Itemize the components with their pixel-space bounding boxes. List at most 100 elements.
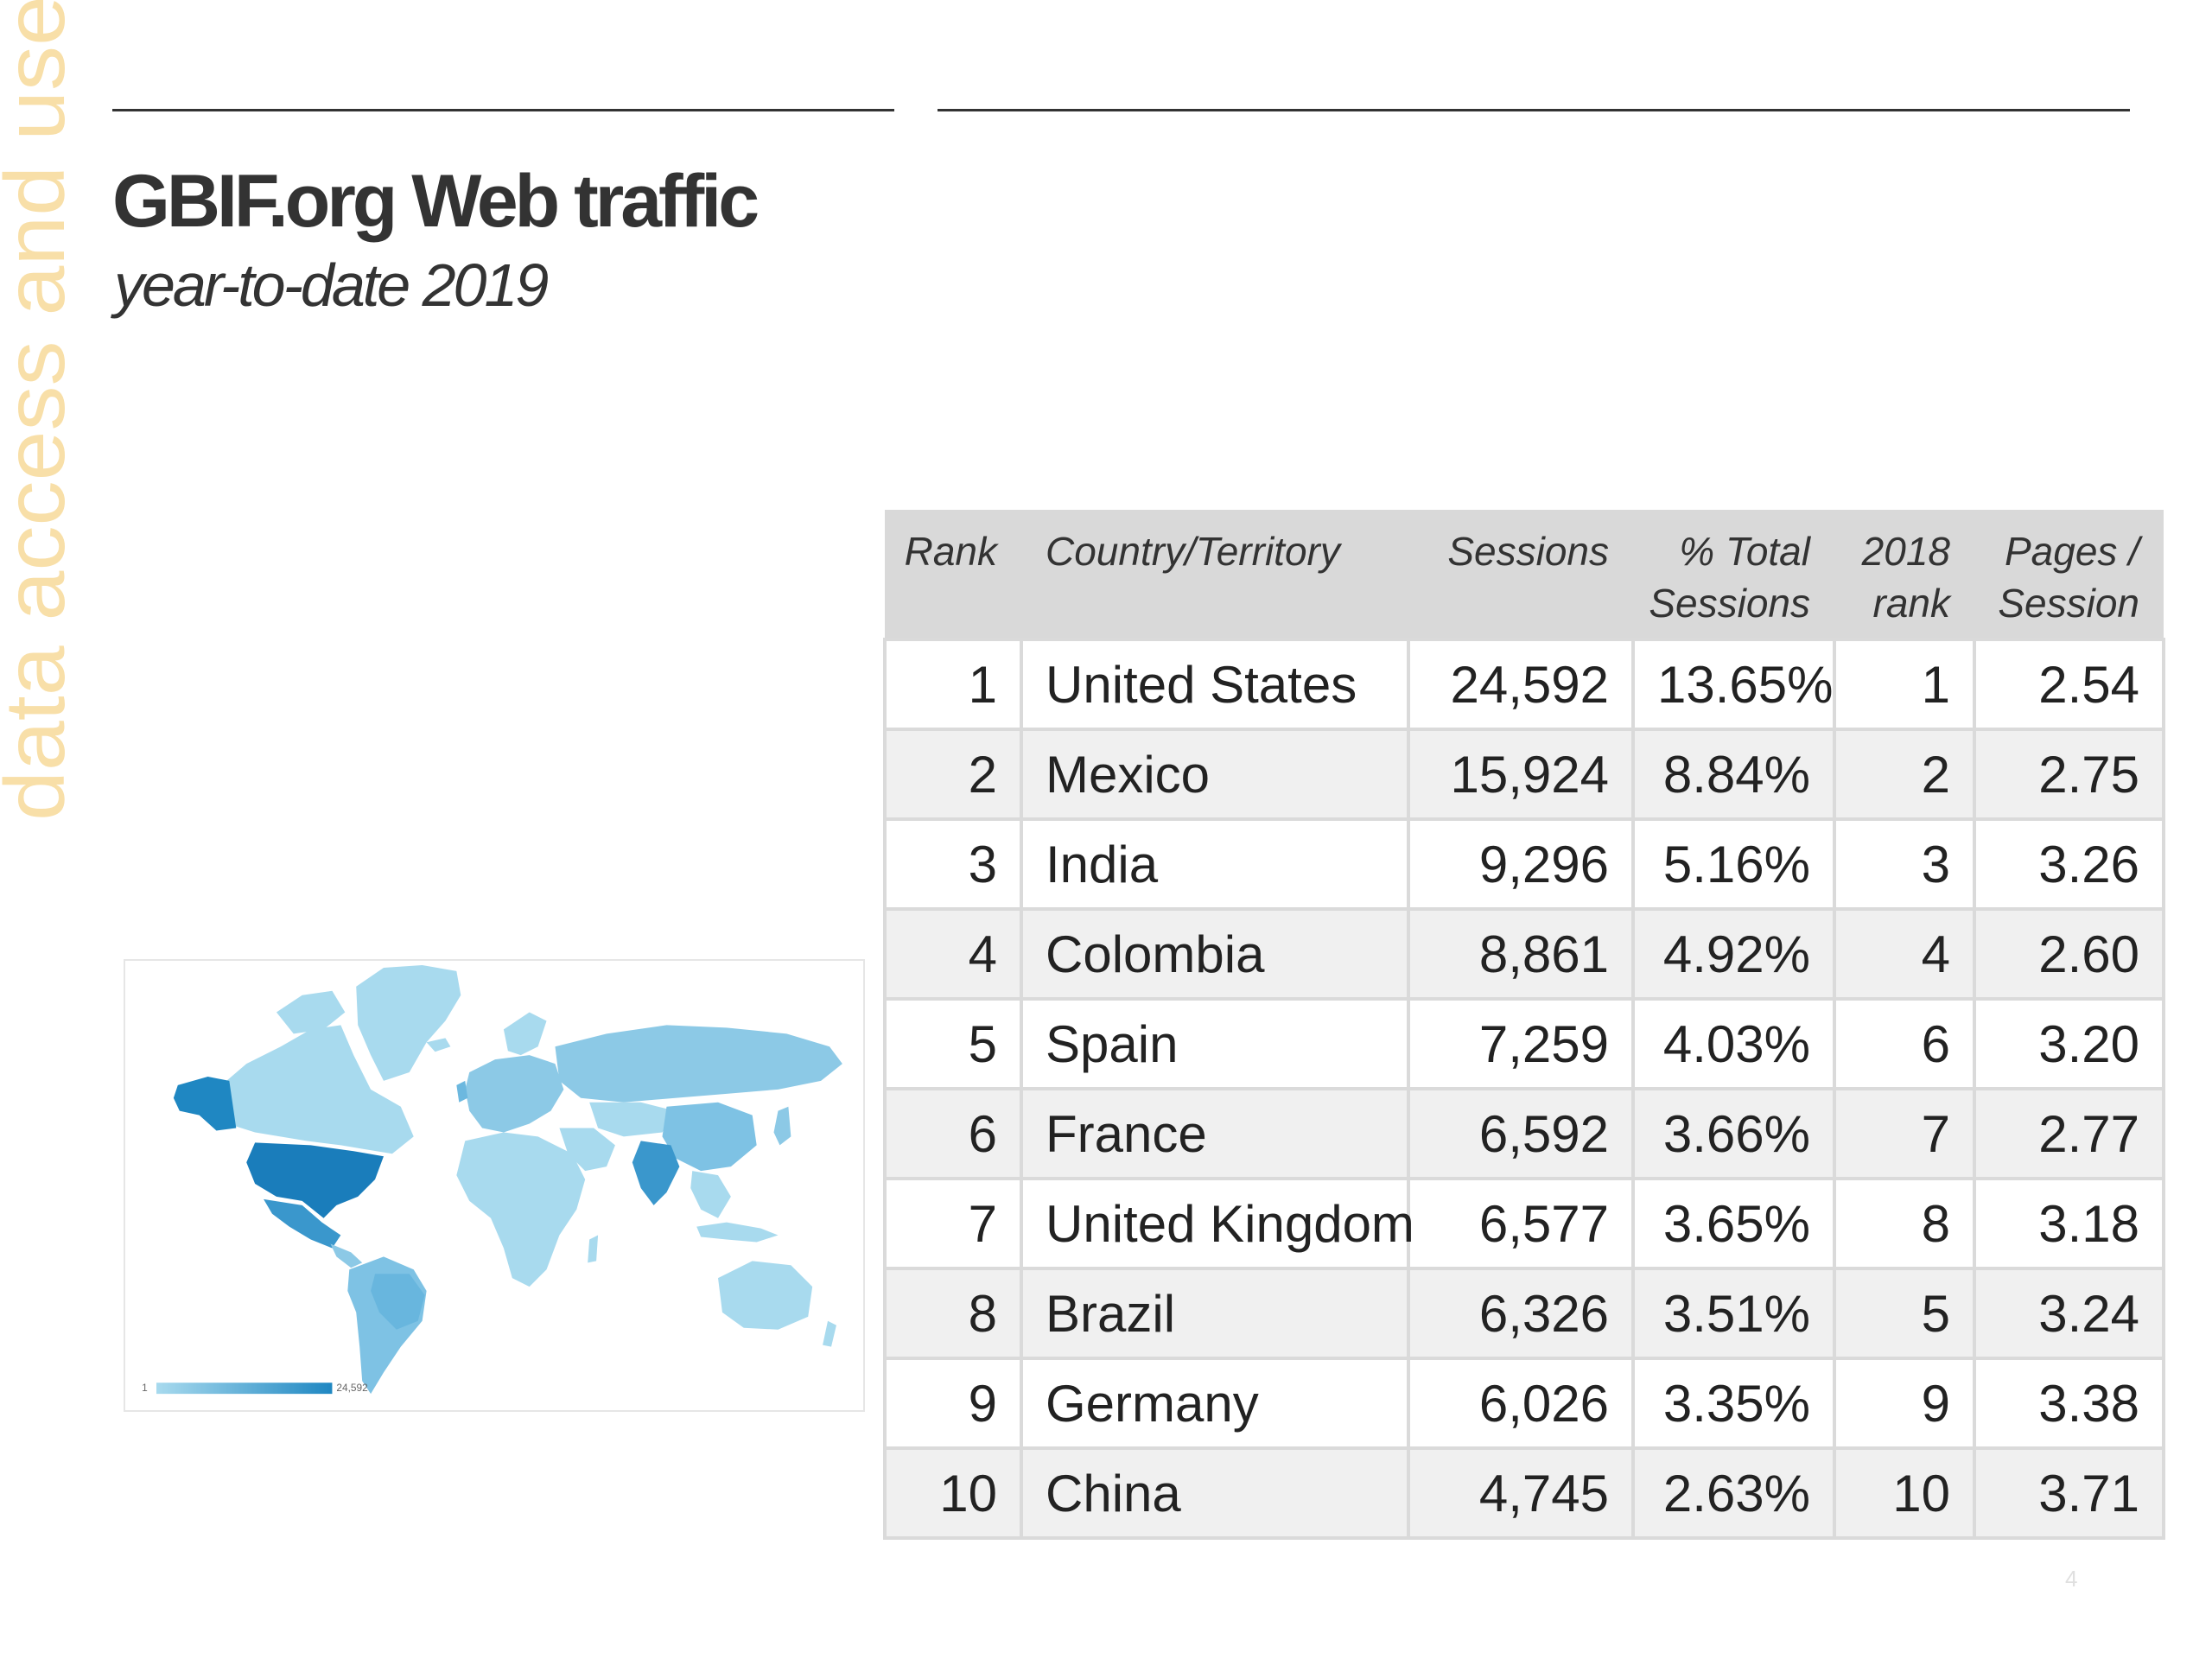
table-row: 8 Brazil 6,326 3.51% 5 3.24: [883, 1267, 2165, 1360]
cell-rank-2018: 8: [1833, 1177, 1976, 1270]
map-legend-min: 1: [142, 1382, 148, 1394]
map-region-indonesia: [696, 1222, 779, 1243]
map-region-europe: [465, 1055, 564, 1133]
cell-pages: 3.38: [1973, 1357, 2165, 1450]
cell-country: India: [1020, 817, 1410, 911]
page-title: GBIF.org Web traffic: [112, 160, 760, 243]
cell-pages: 3.18: [1973, 1177, 2165, 1270]
cell-pages: 3.71: [1973, 1446, 2165, 1540]
map-region-china: [662, 1102, 757, 1172]
page-number: 4: [2065, 1566, 2078, 1592]
cell-rank-2018: 2: [1833, 728, 1976, 821]
cell-country: United States: [1020, 638, 1410, 731]
table-row: 10 China 4,745 2.63% 10 3.71: [883, 1446, 2165, 1540]
traffic-table: Rank Country/Territory Sessions % Total S…: [883, 510, 2165, 1540]
cell-rank: 8: [883, 1267, 1023, 1360]
header-sessions: Sessions: [1408, 510, 1633, 639]
cell-country: Spain: [1020, 997, 1410, 1090]
map-region-brazil: [371, 1274, 425, 1330]
map-region-canada: [216, 1025, 414, 1154]
cell-pages: 2.75: [1973, 728, 2165, 821]
table-row: 7 United Kingdom 6,577 3.65% 8 3.18: [883, 1177, 2165, 1270]
cell-rank-2018: 3: [1833, 817, 1976, 911]
cell-rank-2018: 7: [1833, 1087, 1976, 1180]
cell-country: Mexico: [1020, 728, 1410, 821]
header-rank: Rank: [885, 510, 1021, 639]
header-rank-2018: 2018 rank: [1834, 510, 1974, 639]
cell-sessions: 4,745: [1407, 1446, 1635, 1540]
header-pages-per-session: Pages / Session: [1974, 510, 2164, 639]
table-row: 1 United States 24,592 13.65% 1 2.54: [883, 638, 2165, 731]
map-region-mexico: [264, 1198, 341, 1249]
map-legend-bar: [156, 1382, 333, 1395]
cell-pages: 3.24: [1973, 1267, 2165, 1360]
map-region-greenland: [356, 964, 461, 1081]
side-section-label: data access and use: [0, 0, 82, 825]
map-region-japan: [773, 1106, 791, 1146]
map-region-alaska: [173, 1076, 237, 1131]
table-row: 4 Colombia 8,861 4.92% 4 2.60: [883, 907, 2165, 1001]
cell-rank: 3: [883, 817, 1023, 911]
cell-sessions: 6,026: [1407, 1357, 1635, 1450]
table-row: 9 Germany 6,026 3.35% 9 3.38: [883, 1357, 2165, 1450]
cell-rank-2018: 9: [1833, 1357, 1976, 1450]
cell-pct: 2.63%: [1631, 1446, 1836, 1540]
cell-rank: 7: [883, 1177, 1023, 1270]
cell-pct: 4.03%: [1631, 997, 1836, 1090]
cell-pct: 8.84%: [1631, 728, 1836, 821]
map-region-uk: [456, 1080, 468, 1103]
cell-sessions: 9,296: [1407, 817, 1635, 911]
cell-country: Brazil: [1020, 1267, 1410, 1360]
table-row: 2 Mexico 15,924 8.84% 2 2.75: [883, 728, 2165, 821]
cell-pct: 3.66%: [1631, 1087, 1836, 1180]
table-row: 5 Spain 7,259 4.03% 6 3.20: [883, 997, 2165, 1090]
world-traffic-map: 1 24,592: [124, 959, 865, 1412]
cell-pages: 2.54: [1973, 638, 2165, 731]
map-region-southeast-asia: [690, 1171, 731, 1218]
cell-rank: 4: [883, 907, 1023, 1001]
cell-sessions: 6,592: [1407, 1087, 1635, 1180]
table-row: 6 France 6,592 3.66% 7 2.77: [883, 1087, 2165, 1180]
page-subtitle: year-to-date 2019: [114, 251, 549, 319]
cell-rank-2018: 10: [1833, 1446, 1976, 1540]
cell-sessions: 8,861: [1407, 907, 1635, 1001]
cell-sessions: 7,259: [1407, 997, 1635, 1090]
cell-sessions: 6,326: [1407, 1267, 1635, 1360]
header-rule-left: [112, 109, 894, 111]
map-region-iceland: [426, 1038, 451, 1052]
map-region-russia: [555, 1025, 842, 1103]
table-row: 3 India 9,296 5.16% 3 3.26: [883, 817, 2165, 911]
cell-rank-2018: 5: [1833, 1267, 1976, 1360]
cell-pct: 13.65%: [1631, 638, 1836, 731]
cell-rank: 10: [883, 1446, 1023, 1540]
cell-rank: 1: [883, 638, 1023, 731]
map-region-central-asia: [589, 1102, 676, 1137]
map-region-scandinavia: [503, 1012, 547, 1056]
cell-pages: 2.60: [1973, 907, 2165, 1001]
cell-country: France: [1020, 1087, 1410, 1180]
cell-sessions: 24,592: [1407, 638, 1635, 731]
cell-pct: 5.16%: [1631, 817, 1836, 911]
header-country: Country/Territory: [1021, 510, 1408, 639]
cell-country: China: [1020, 1446, 1410, 1540]
map-region-australia: [718, 1261, 813, 1330]
cell-pct: 4.92%: [1631, 907, 1836, 1001]
cell-rank-2018: 4: [1833, 907, 1976, 1001]
header-rule-right: [938, 109, 2130, 111]
table-header-row: Rank Country/Territory Sessions % Total S…: [885, 510, 2164, 639]
map-region-usa: [246, 1142, 384, 1218]
cell-rank: 6: [883, 1087, 1023, 1180]
cell-pct: 3.35%: [1631, 1357, 1836, 1450]
map-region-arctic-islands: [276, 990, 346, 1034]
cell-sessions: 15,924: [1407, 728, 1635, 821]
world-map-graphic: 1 24,592: [142, 964, 842, 1395]
side-section-label-text: data access and use: [0, 0, 82, 821]
cell-rank: 2: [883, 728, 1023, 821]
map-region-madagascar: [588, 1235, 599, 1263]
cell-pct: 3.65%: [1631, 1177, 1836, 1270]
cell-rank: 5: [883, 997, 1023, 1090]
cell-pages: 3.20: [1973, 997, 2165, 1090]
cell-sessions: 6,577: [1407, 1177, 1635, 1270]
cell-pages: 3.26: [1973, 817, 2165, 911]
cell-rank-2018: 6: [1833, 997, 1976, 1090]
